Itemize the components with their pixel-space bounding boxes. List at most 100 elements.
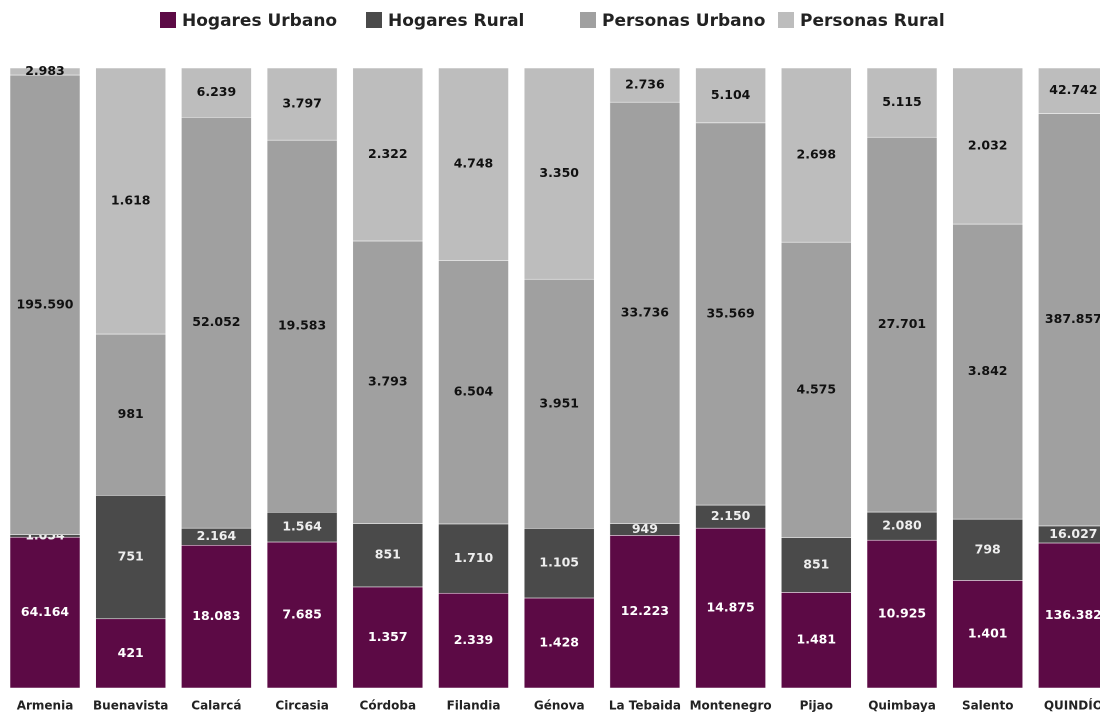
x-tick-label: Calarcá [191,699,241,713]
value-label: 33.736 [621,304,670,319]
bar-segment [781,537,852,593]
legend-swatch [778,12,794,28]
value-label: 3.350 [539,165,579,180]
value-label: 5.115 [882,94,922,109]
value-label: 10.925 [878,606,926,621]
value-label: 949 [632,521,658,536]
legend-label: Hogares Urbano [182,11,337,31]
legend-swatch [160,12,176,28]
bar-segment [952,67,1023,225]
value-label: 798 [975,541,1001,556]
legend-label: Personas Rural [800,11,945,31]
value-label: 136.382 [1045,607,1100,622]
value-label: 1.564 [282,519,322,534]
legend-swatch [580,12,596,28]
bar-segment [866,67,938,138]
value-label: 1.105 [539,555,579,570]
x-tick-label: Pijao [800,699,833,713]
bar-segment [609,535,681,689]
bar-segment [181,117,252,529]
bar-segment [609,67,681,103]
value-label: 1.428 [539,634,579,649]
bar-segment [695,122,766,506]
bar-segment [266,67,338,141]
x-tick-label: Montenegro [690,699,772,713]
value-label: 1.481 [797,632,837,647]
bar-segment [438,523,509,594]
bar-segment [523,278,595,529]
bar-segment [781,67,852,243]
bar-segment [181,67,252,118]
value-label: 3.797 [282,96,322,111]
bar-segment [352,523,424,588]
value-label: 981 [118,406,144,421]
value-label: 2.080 [882,518,922,533]
bar-segment [781,592,852,689]
x-tick-label: Salento [962,699,1014,713]
bar-segment [1038,113,1100,527]
value-label: 6.504 [454,384,494,399]
bar-segment [95,333,166,496]
value-label: 3.951 [539,395,579,410]
bar-segment [266,139,338,513]
value-label: 851 [803,556,829,571]
bar-segment [352,586,424,689]
x-tick-label: Buenavista [93,699,168,713]
bar-segment [266,512,338,543]
bar-segment [866,136,938,513]
bar-segment [438,260,509,525]
value-label: 2.983 [25,63,65,78]
bar-segment [352,67,424,242]
value-label: 16.027 [1049,526,1097,541]
x-tick-label: Armenia [17,699,74,713]
x-tick-label: La Tebaida [609,699,681,713]
x-tick-label: Filandia [447,699,501,713]
value-label: 4.575 [797,381,837,396]
value-label: 2.339 [454,632,494,647]
value-label: 12.223 [621,603,669,618]
value-label: 2.698 [797,147,837,162]
value-label: 3.842 [968,363,1008,378]
x-tick-label: Quimbaya [868,699,936,713]
x-tick-label: Génova [534,699,585,713]
bar-segment [95,67,166,335]
bar-segment [952,580,1023,689]
value-label: 7.685 [282,606,322,621]
legend-swatch [366,12,382,28]
value-label: 27.701 [878,316,926,331]
bar-segment [1038,67,1100,114]
value-label: 2.322 [368,146,408,161]
value-label: 195.590 [17,296,74,311]
x-tick-label: Córdoba [360,699,417,713]
bar-segment [352,240,424,524]
value-label: 387.857 [1045,311,1100,326]
bar-segment [9,536,81,689]
value-label: 2.150 [711,508,751,523]
value-label: 18.083 [192,608,240,623]
value-label: 421 [118,645,144,660]
bar-segment [523,67,595,280]
value-label: 851 [375,547,401,562]
value-label: 1.710 [454,550,494,565]
value-label: 751 [118,549,144,564]
value-label: 6.239 [197,84,237,99]
value-label: 42.742 [1049,82,1097,97]
bar-segment [1038,542,1100,689]
bar-segment [866,539,938,689]
value-label: 4.748 [454,156,494,171]
bar-segment [266,541,338,689]
bar-segment [9,67,81,76]
x-tick-label: Circasia [275,699,328,713]
value-label: 19.583 [278,318,326,333]
bar-segment [523,597,595,689]
bar-segment [781,241,852,538]
value-label: 2.032 [968,138,1008,153]
value-label: 1.618 [111,193,151,208]
value-label: 35.569 [706,305,754,320]
bar-segment [609,101,681,524]
value-label: 64.164 [21,604,70,619]
value-label: 5.104 [711,87,751,102]
bar-segment [952,518,1023,581]
bar-segment [438,592,509,689]
